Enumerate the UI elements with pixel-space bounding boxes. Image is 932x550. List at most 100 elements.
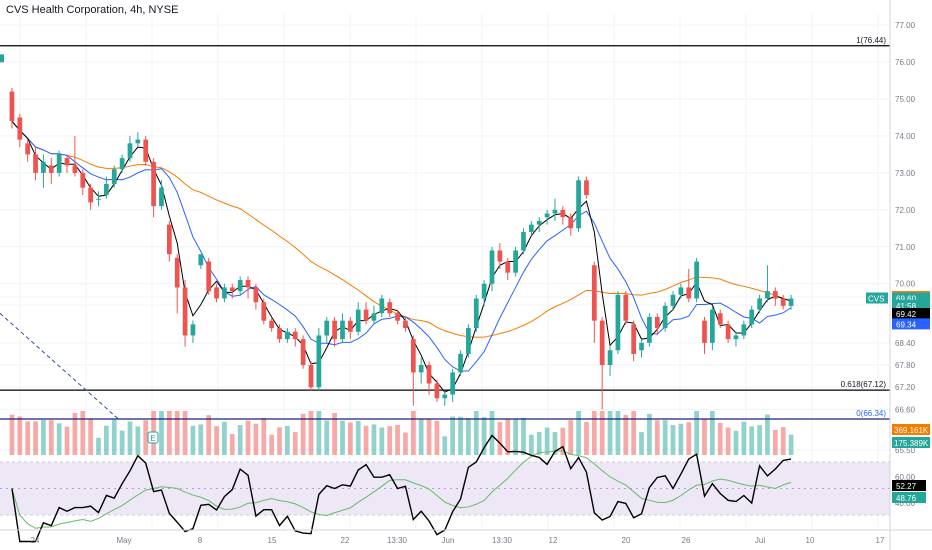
time-axis-label: 13:30 bbox=[387, 536, 408, 545]
price-tick-label: 72.00 bbox=[895, 206, 916, 215]
candle bbox=[229, 283, 235, 299]
candle bbox=[702, 316, 707, 354]
candle bbox=[214, 283, 219, 303]
candle-body bbox=[363, 309, 369, 321]
candle bbox=[710, 305, 715, 351]
candle bbox=[237, 276, 243, 295]
candle-body bbox=[135, 139, 141, 144]
candle-body bbox=[788, 298, 794, 306]
candle bbox=[418, 357, 424, 384]
time-axis-label: Jun bbox=[442, 536, 455, 545]
candle-body bbox=[686, 287, 692, 299]
price-label-box bbox=[892, 308, 930, 320]
candle-body bbox=[222, 287, 227, 299]
trend-line bbox=[0, 312, 121, 421]
volume-bar bbox=[568, 420, 574, 455]
volume-bar bbox=[623, 414, 629, 455]
candle-body bbox=[442, 394, 448, 399]
candle-body bbox=[88, 187, 93, 203]
candle-body bbox=[340, 320, 345, 340]
earnings-marker bbox=[147, 431, 159, 444]
candle bbox=[662, 302, 668, 332]
candle bbox=[135, 132, 141, 148]
candle bbox=[9, 87, 15, 129]
volume-bar bbox=[686, 422, 692, 455]
candle-body bbox=[694, 261, 699, 299]
candle-body bbox=[450, 372, 456, 395]
candle-body bbox=[639, 342, 644, 351]
price-tick-label: 68.40 bbox=[895, 339, 916, 348]
volume-bar bbox=[481, 417, 487, 455]
volume-bar bbox=[174, 411, 180, 455]
volume-bar bbox=[710, 411, 715, 455]
candle bbox=[780, 294, 786, 310]
candle bbox=[324, 316, 330, 343]
candle bbox=[584, 176, 589, 199]
volume-bar bbox=[513, 419, 518, 455]
candle bbox=[25, 139, 31, 162]
candle-body bbox=[631, 324, 637, 354]
candle bbox=[48, 158, 54, 184]
candle-body bbox=[615, 294, 621, 351]
candle-body bbox=[466, 328, 471, 354]
candle-body bbox=[25, 143, 31, 155]
candle bbox=[552, 198, 558, 221]
candle-body bbox=[33, 154, 38, 173]
time-axis-label: May bbox=[116, 536, 131, 545]
candle bbox=[536, 217, 542, 232]
volume-bar bbox=[654, 420, 660, 455]
volume-bar bbox=[17, 416, 23, 455]
candle-body bbox=[80, 172, 86, 188]
volume-bar bbox=[229, 434, 235, 455]
candle-body bbox=[678, 287, 684, 295]
time-axis-label: 12 bbox=[549, 536, 558, 545]
time-axis-label: 26 bbox=[682, 536, 691, 545]
candle-body bbox=[9, 91, 15, 122]
candle-body bbox=[489, 250, 495, 284]
candle bbox=[340, 313, 345, 343]
volume-bar bbox=[347, 422, 353, 455]
volume-bar bbox=[245, 420, 251, 455]
volume-bar bbox=[277, 427, 282, 455]
volume-bar bbox=[599, 411, 605, 455]
price-tick-label: 66.60 bbox=[895, 405, 916, 414]
candle bbox=[466, 324, 471, 358]
price-tick-label: 65.50 bbox=[895, 446, 916, 455]
candle bbox=[41, 154, 46, 188]
chart-title: CVS Health Corporation, 4h, NYSE bbox=[6, 4, 179, 16]
candle bbox=[174, 254, 180, 314]
price-tick-label: 67.20 bbox=[895, 383, 916, 392]
candle-body bbox=[418, 365, 424, 373]
volume-bar bbox=[222, 421, 227, 455]
candle bbox=[316, 328, 322, 391]
candle-body bbox=[151, 161, 156, 207]
candle-body bbox=[56, 154, 62, 173]
candle-body bbox=[285, 331, 290, 340]
candle-body bbox=[64, 158, 70, 166]
candle-body bbox=[253, 287, 259, 303]
candle-body bbox=[780, 298, 786, 306]
volume-bar bbox=[765, 414, 770, 455]
candle bbox=[166, 220, 172, 262]
candle bbox=[489, 246, 495, 292]
candle bbox=[371, 305, 377, 325]
volume-bar bbox=[119, 430, 125, 455]
volume-bar bbox=[363, 425, 369, 455]
rsi-label-text: 48.76 bbox=[896, 494, 917, 503]
volume-bar bbox=[780, 427, 786, 455]
volume-bar bbox=[426, 419, 432, 455]
volume-bar bbox=[285, 425, 290, 455]
candle bbox=[151, 158, 156, 218]
candle bbox=[426, 361, 432, 395]
volume-bar bbox=[733, 430, 739, 455]
candle bbox=[639, 339, 644, 358]
candle bbox=[104, 176, 109, 199]
candle bbox=[143, 135, 149, 166]
volume-bar bbox=[788, 434, 794, 455]
candle bbox=[403, 316, 408, 332]
price-tick-label: 71.00 bbox=[895, 243, 916, 252]
candle bbox=[450, 368, 456, 402]
volume-bar bbox=[521, 417, 526, 455]
candle-body bbox=[159, 187, 164, 207]
